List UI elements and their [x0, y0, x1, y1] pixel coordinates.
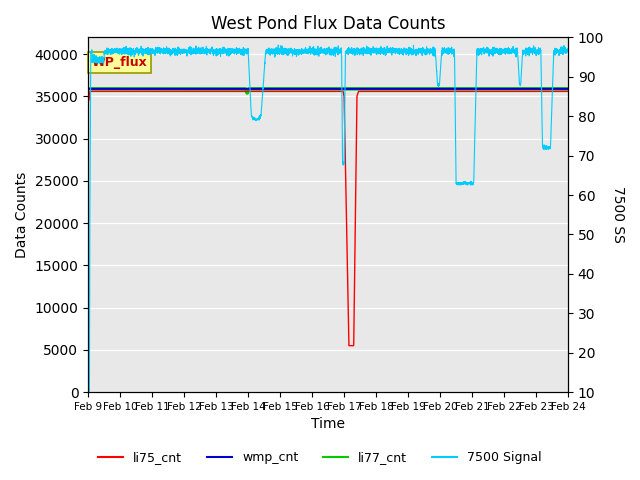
Legend: li75_cnt, wmp_cnt, li77_cnt, 7500 Signal: li75_cnt, wmp_cnt, li77_cnt, 7500 Signal — [93, 446, 547, 469]
Y-axis label: 7500 SS: 7500 SS — [611, 186, 625, 243]
X-axis label: Time: Time — [311, 418, 345, 432]
Title: West Pond Flux Data Counts: West Pond Flux Data Counts — [211, 15, 445, 33]
Y-axis label: Data Counts: Data Counts — [15, 172, 29, 258]
Text: WP_flux: WP_flux — [92, 56, 147, 69]
